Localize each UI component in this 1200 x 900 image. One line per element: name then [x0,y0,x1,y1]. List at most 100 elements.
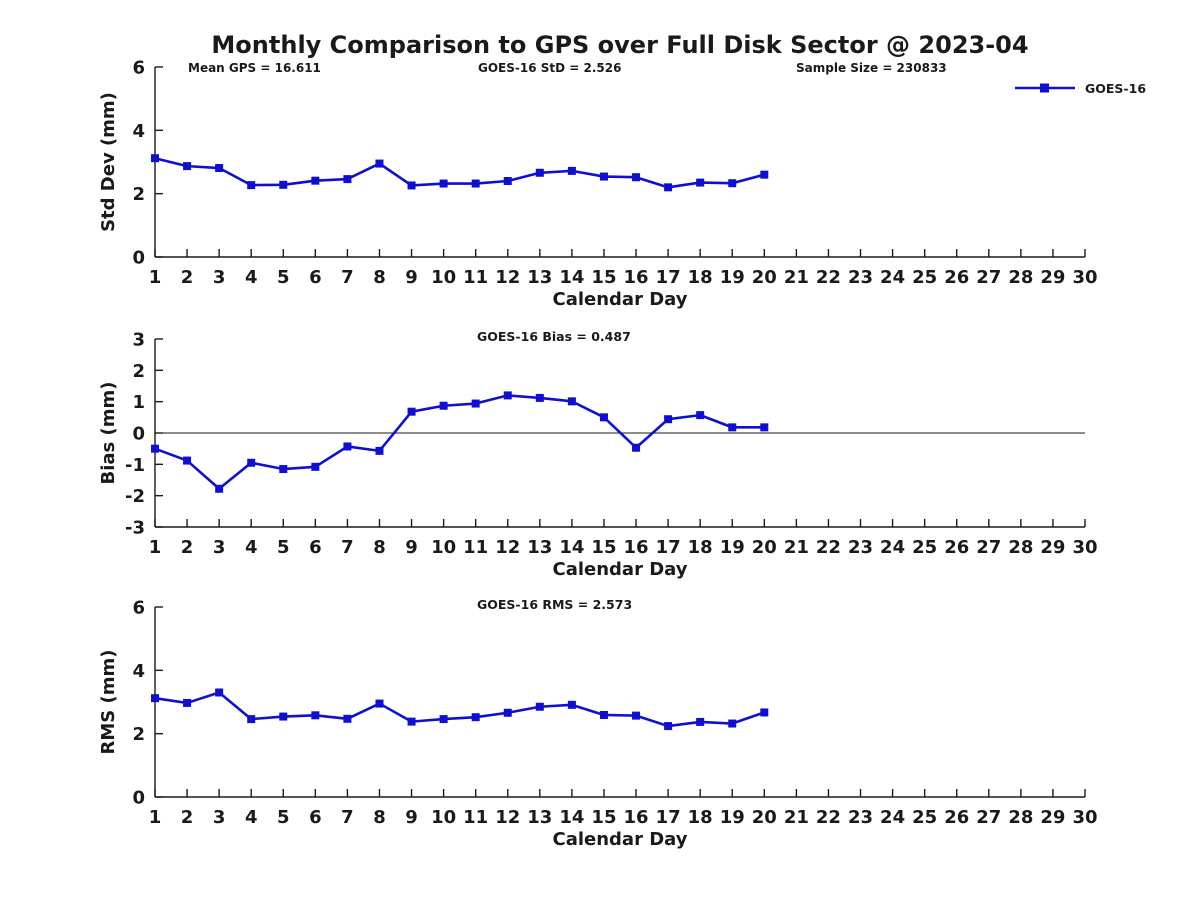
data-point-marker [247,715,256,724]
x-tick-label: 26 [944,537,969,558]
y-tick-label: 2 [132,724,145,745]
x-tick-label: 11 [463,807,488,828]
x-tick-label: 16 [624,267,649,288]
x-tick-label: 18 [688,807,713,828]
data-point-marker [183,456,192,465]
data-point-marker [599,172,608,181]
x-tick-label: 18 [688,267,713,288]
x-tick-label: 18 [688,537,713,558]
x-tick-label: 11 [463,267,488,288]
x-axis-title: Calendar Day [553,289,688,310]
x-tick-label: 22 [816,267,841,288]
y-tick-label: 4 [132,121,145,142]
data-point-marker [215,484,224,493]
data-point-marker [535,168,544,177]
x-tick-label: 15 [591,267,616,288]
x-tick-label: 25 [912,537,937,558]
y-tick-label: 1 [132,392,145,413]
data-point-marker [279,465,288,474]
bias-chart-title: GOES-16 Bias = 0.487 [477,329,631,344]
x-tick-label: 23 [848,537,873,558]
x-tick-label: 27 [976,537,1001,558]
legend-label: GOES-16 [1085,80,1147,96]
x-tick-label: 14 [559,807,584,828]
x-axis-title: Calendar Day [553,559,688,580]
x-tick-label: 24 [880,537,905,558]
data-point-marker [183,162,192,171]
data-point-marker [567,397,576,406]
y-axis-title: RMS (mm) [98,650,119,755]
x-tick-label: 8 [373,267,386,288]
series-line [154,394,765,491]
data-point-marker [375,159,384,168]
x-tick-label: 17 [656,807,681,828]
x-tick-label: 30 [1072,807,1097,828]
x-tick-label: 4 [245,807,258,828]
x-tick-label: 5 [277,807,290,828]
x-tick-label: 1 [149,537,162,558]
data-point-marker [407,181,416,190]
y-axis-title: Std Dev (mm) [98,92,119,232]
data-point-marker [599,413,608,422]
x-tick-label: 19 [720,267,745,288]
x-tick-label: 3 [213,537,226,558]
x-tick-label: 7 [341,807,354,828]
data-point-marker [471,179,480,188]
legend-line-marker-icon [1015,83,1075,93]
data-point-marker [311,462,320,471]
data-point-marker [535,393,544,402]
x-tick-label: 28 [1008,807,1033,828]
x-tick-label: 5 [277,267,290,288]
data-point-marker [696,411,705,420]
x-tick-label: 13 [527,267,552,288]
x-tick-label: 29 [1040,537,1065,558]
x-tick-label: 26 [944,267,969,288]
x-tick-label: 19 [720,537,745,558]
data-point-marker [503,708,512,717]
data-point-marker [535,702,544,711]
x-tick-label: 10 [431,267,456,288]
x-tick-label: 30 [1072,537,1097,558]
x-tick-label: 22 [816,537,841,558]
y-tick-label: 6 [132,58,145,79]
x-tick-label: 3 [213,267,226,288]
x-tick-label: 4 [245,267,258,288]
x-tick-label: 17 [656,537,681,558]
data-point-marker [471,713,480,722]
series-line [154,156,765,189]
x-tick-label: 30 [1072,267,1097,288]
data-point-marker [503,391,512,400]
data-point-marker [279,712,288,721]
data-point-marker [311,711,320,720]
data-point-marker [183,698,192,707]
data-point-marker [439,715,448,724]
x-tick-label: 19 [720,807,745,828]
stat-goes16-std: GOES-16 StD = 2.526 [478,61,622,75]
x-tick-label: 6 [309,267,322,288]
stat-mean-gps: Mean GPS = 16.611 [188,61,321,75]
x-tick-label: 23 [848,267,873,288]
x-tick-label: 27 [976,807,1001,828]
data-point-marker [664,415,673,424]
x-tick-label: 9 [405,537,418,558]
data-point-marker [567,166,576,175]
x-tick-label: 1 [149,807,162,828]
data-point-marker [728,179,737,188]
x-tick-label: 12 [495,537,520,558]
data-point-marker [760,708,769,717]
y-tick-label: 2 [132,361,145,382]
data-point-marker [375,446,384,455]
y-tick-label: 4 [132,661,145,682]
figure-title: Monthly Comparison to GPS over Full Disk… [211,31,1029,59]
x-tick-label: 12 [495,267,520,288]
data-point-marker [151,694,159,703]
data-point-marker [215,164,224,173]
x-tick-label: 23 [848,807,873,828]
rms-chart-title: GOES-16 RMS = 2.573 [477,597,633,612]
x-tick-label: 20 [752,267,777,288]
x-axis-title: Calendar Day [553,829,688,850]
x-tick-label: 12 [495,807,520,828]
x-tick-label: 8 [373,807,386,828]
